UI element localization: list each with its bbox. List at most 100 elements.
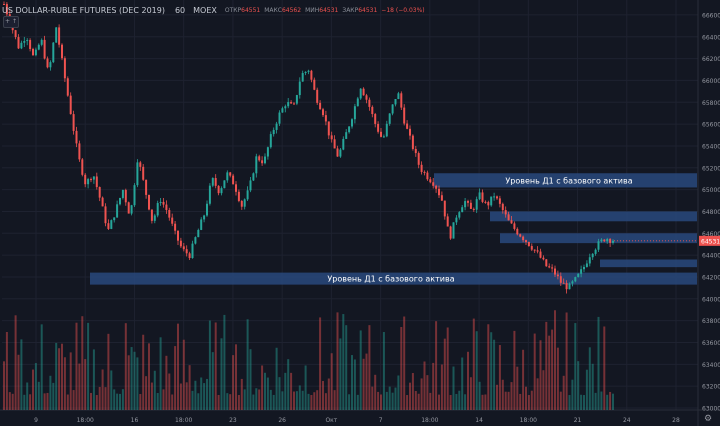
time-tick-label: 28 bbox=[672, 417, 680, 424]
candle-body bbox=[525, 240, 527, 242]
price-tick-label: 63000 bbox=[702, 406, 720, 413]
volume-bar bbox=[307, 393, 310, 410]
volume-bar bbox=[403, 316, 406, 410]
price-tick-label: 63400 bbox=[702, 362, 720, 369]
volume-bar bbox=[336, 312, 339, 410]
candle-body bbox=[240, 200, 243, 207]
candle-body bbox=[554, 268, 556, 275]
candle-body bbox=[507, 214, 510, 221]
volume-bar bbox=[58, 348, 61, 410]
candle-body bbox=[519, 234, 522, 237]
candle-body bbox=[211, 178, 214, 186]
volume-bar bbox=[493, 339, 496, 410]
legend-toggle-button[interactable]: + ↑ bbox=[3, 16, 19, 28]
candle-body bbox=[168, 209, 171, 218]
volume-bar bbox=[417, 393, 420, 410]
time-tick-label: 9 bbox=[34, 417, 38, 424]
candle-body bbox=[46, 58, 49, 68]
volume-bar bbox=[142, 334, 145, 410]
candle-body bbox=[153, 215, 156, 221]
price-tick-label: 64200 bbox=[702, 274, 720, 281]
volume-bar bbox=[443, 338, 446, 410]
candle-body bbox=[403, 107, 406, 124]
candle-body bbox=[411, 135, 414, 149]
volume-bar bbox=[148, 343, 150, 410]
candle-body bbox=[162, 201, 165, 205]
volume-bar bbox=[525, 386, 527, 410]
volume-bar bbox=[153, 370, 156, 410]
candle-body bbox=[345, 132, 348, 139]
candle-body bbox=[232, 175, 235, 185]
volume-bar bbox=[382, 332, 385, 410]
candle-body bbox=[533, 249, 536, 251]
candle-body bbox=[446, 216, 449, 227]
candle-body bbox=[5, 4, 8, 15]
volume-bar bbox=[397, 375, 400, 410]
volume-bar bbox=[356, 394, 359, 410]
candle-body bbox=[148, 194, 150, 210]
volume-bar bbox=[554, 310, 556, 410]
volume-bar bbox=[406, 395, 409, 410]
candle-body bbox=[356, 98, 359, 107]
price-tick-label: 65400 bbox=[702, 143, 720, 150]
time-tick-label: 14 bbox=[475, 417, 483, 424]
volume-bar bbox=[32, 369, 34, 410]
open-value: 64551 bbox=[241, 6, 261, 14]
volume-bar bbox=[504, 391, 507, 410]
candle-body bbox=[353, 106, 356, 120]
volume-bar bbox=[174, 346, 177, 410]
candle-body bbox=[75, 130, 78, 144]
level-zone-label: Уровень Д1 с базового актива bbox=[505, 176, 632, 185]
volume-bar bbox=[243, 389, 246, 410]
price-tick-label: 66400 bbox=[702, 34, 720, 41]
volume-bar bbox=[29, 394, 32, 410]
volume-bar bbox=[577, 361, 580, 410]
candle-body bbox=[545, 259, 548, 267]
candle-body bbox=[438, 188, 440, 196]
price-tick-label: 63200 bbox=[702, 384, 720, 391]
volume-bar bbox=[63, 357, 66, 410]
last-price-label: 64531 bbox=[701, 238, 720, 245]
candle-body bbox=[113, 217, 116, 221]
volume-bar bbox=[3, 361, 5, 410]
candle-body bbox=[568, 283, 571, 290]
volume-bar bbox=[536, 378, 539, 410]
time-tick-label: 16 bbox=[131, 417, 139, 424]
volume-bar bbox=[37, 381, 40, 410]
candle-body bbox=[574, 277, 577, 282]
volume-bar bbox=[327, 378, 330, 410]
volume-bar bbox=[316, 390, 319, 410]
level-zone-label: Уровень Д1 с базового актива bbox=[327, 275, 454, 284]
volume-bar bbox=[26, 382, 29, 410]
level-zone bbox=[600, 259, 697, 268]
volume-bar bbox=[113, 389, 116, 410]
candle-body bbox=[498, 198, 501, 204]
volume-bar bbox=[90, 392, 92, 410]
candle-body bbox=[600, 239, 603, 242]
candle-body bbox=[278, 112, 281, 124]
symbol-name[interactable]: US DOLLAR-RUBLE FUTURES (DEC 2019) bbox=[2, 5, 165, 15]
gear-icon[interactable]: ⚙ bbox=[703, 414, 713, 424]
volume-bar bbox=[353, 359, 356, 410]
timeframe[interactable]: 60 bbox=[174, 5, 186, 15]
volume-bar bbox=[232, 355, 235, 410]
candle-body bbox=[110, 220, 113, 229]
volume-bar bbox=[368, 325, 371, 410]
candle-body bbox=[139, 162, 142, 167]
volume-bar bbox=[275, 347, 278, 410]
candle-body bbox=[246, 190, 249, 200]
volume-bar bbox=[498, 345, 501, 410]
volume-bar bbox=[391, 392, 394, 410]
volume-bar bbox=[295, 391, 298, 410]
candle-body bbox=[490, 196, 493, 206]
candle-body bbox=[382, 136, 385, 138]
volume-bar bbox=[301, 390, 304, 410]
volume-bar bbox=[284, 372, 287, 410]
candle-body bbox=[188, 253, 191, 259]
volume-bar bbox=[426, 375, 429, 410]
price-tick-label: 65000 bbox=[702, 187, 720, 194]
candle-body bbox=[591, 253, 594, 258]
volume-bar bbox=[574, 323, 577, 410]
time-tick-label: 7 bbox=[379, 417, 383, 424]
